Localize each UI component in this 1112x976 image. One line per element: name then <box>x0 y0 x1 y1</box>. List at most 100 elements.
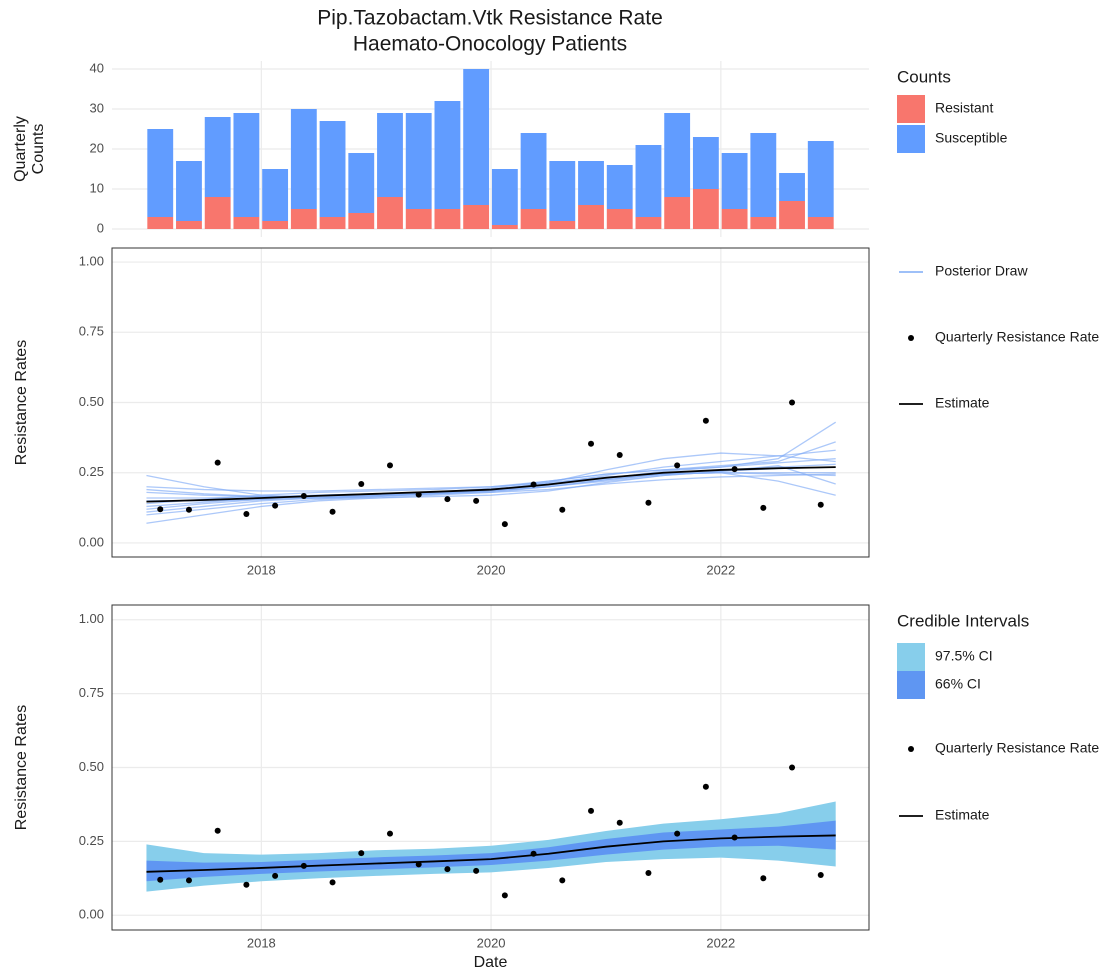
x-axis-label: Date <box>474 954 508 971</box>
y-tick-label: 0.75 <box>79 324 104 339</box>
estimate-line <box>146 834 836 873</box>
y-tick-label: 0 <box>97 220 104 235</box>
bar <box>692 189 719 229</box>
data-point <box>214 459 221 466</box>
legend-point <box>908 335 914 341</box>
y-axis-label: Counts <box>30 124 47 175</box>
bar <box>578 205 604 229</box>
legend-point <box>908 746 914 752</box>
data-point <box>817 872 824 879</box>
bar <box>147 217 174 229</box>
bar <box>807 141 834 217</box>
y-tick-label: 0.50 <box>79 394 104 409</box>
data-point <box>185 877 192 884</box>
data-point <box>300 493 307 500</box>
data-point <box>760 875 767 882</box>
x-tick-label: 2022 <box>706 935 735 950</box>
data-point <box>473 867 480 874</box>
y-tick-label: 0.00 <box>79 907 104 922</box>
x-tick-label: 2022 <box>706 562 735 577</box>
y-tick-label: 20 <box>90 140 104 155</box>
bar <box>233 113 260 217</box>
bar <box>549 221 576 229</box>
bar <box>463 205 490 229</box>
data-point <box>358 850 365 857</box>
legend-label: Susceptible <box>935 130 1008 146</box>
data-point <box>415 491 422 498</box>
bar <box>721 209 748 229</box>
panel-border <box>111 604 870 931</box>
data-point <box>329 508 336 515</box>
legend-label: 97.5% CI <box>935 648 993 664</box>
x-tick-label: 2020 <box>477 562 506 577</box>
legend-label: Estimate <box>935 807 990 823</box>
data-point <box>731 466 738 473</box>
chart-title: Pip.Tazobactam.Vtk Resistance Rate <box>317 7 663 30</box>
data-point <box>214 827 221 834</box>
data-point <box>243 881 250 888</box>
legend-label: Quarterly Resistance Rate <box>935 740 1099 756</box>
data-point <box>329 879 336 886</box>
bar <box>204 117 231 197</box>
bar <box>807 217 834 229</box>
legend-label: Posterior Draw <box>935 263 1028 279</box>
bar <box>721 153 748 209</box>
bar <box>692 137 719 189</box>
bar <box>348 153 375 213</box>
data-point <box>386 830 393 837</box>
bar <box>319 121 346 217</box>
bar <box>635 145 662 217</box>
bar <box>606 209 633 229</box>
y-tick-label: 0.75 <box>79 685 104 700</box>
data-point <box>645 499 652 506</box>
bar <box>606 165 633 209</box>
bar <box>491 225 518 229</box>
legend-swatch <box>897 643 925 671</box>
legend-title: Counts <box>897 67 951 86</box>
data-point <box>415 861 422 868</box>
bar <box>290 209 317 229</box>
data-point <box>559 506 566 513</box>
data-point <box>386 462 393 469</box>
y-tick-label: 0.25 <box>79 833 104 848</box>
legend-label: Estimate <box>935 395 990 411</box>
bar <box>262 221 289 229</box>
bar <box>176 161 202 221</box>
legend-label: Quarterly Resistance Rate <box>935 329 1099 345</box>
bar <box>204 197 231 229</box>
bar <box>779 173 805 201</box>
bar <box>520 133 547 209</box>
data-point <box>501 892 508 899</box>
x-tick-label: 2020 <box>477 935 506 950</box>
legend-swatch <box>897 125 925 153</box>
data-point <box>157 506 164 513</box>
legend-swatch <box>897 671 925 699</box>
data-point <box>789 764 796 771</box>
chart-subtitle: Haemato-Onocology Patients <box>353 33 627 56</box>
y-tick-label: 1.00 <box>79 611 104 626</box>
data-point <box>444 496 451 503</box>
data-point <box>731 834 738 841</box>
data-point <box>760 504 767 511</box>
data-point <box>616 452 623 459</box>
bar <box>405 113 432 209</box>
data-point <box>185 506 192 513</box>
posterior-draw <box>146 465 836 513</box>
bar <box>578 161 604 205</box>
bar <box>750 133 777 217</box>
bar <box>233 217 260 229</box>
bar <box>319 217 346 229</box>
data-point <box>243 511 250 518</box>
x-tick-label: 2018 <box>247 562 276 577</box>
data-point <box>501 521 508 528</box>
y-tick-label: 1.00 <box>79 253 104 268</box>
data-point <box>272 872 279 879</box>
legend-label: Resistant <box>935 100 993 116</box>
y-tick-label: 0.00 <box>79 534 104 549</box>
data-point <box>588 807 595 814</box>
bar <box>664 197 691 229</box>
bar <box>434 209 461 229</box>
data-point <box>559 877 566 884</box>
data-point <box>674 462 681 469</box>
